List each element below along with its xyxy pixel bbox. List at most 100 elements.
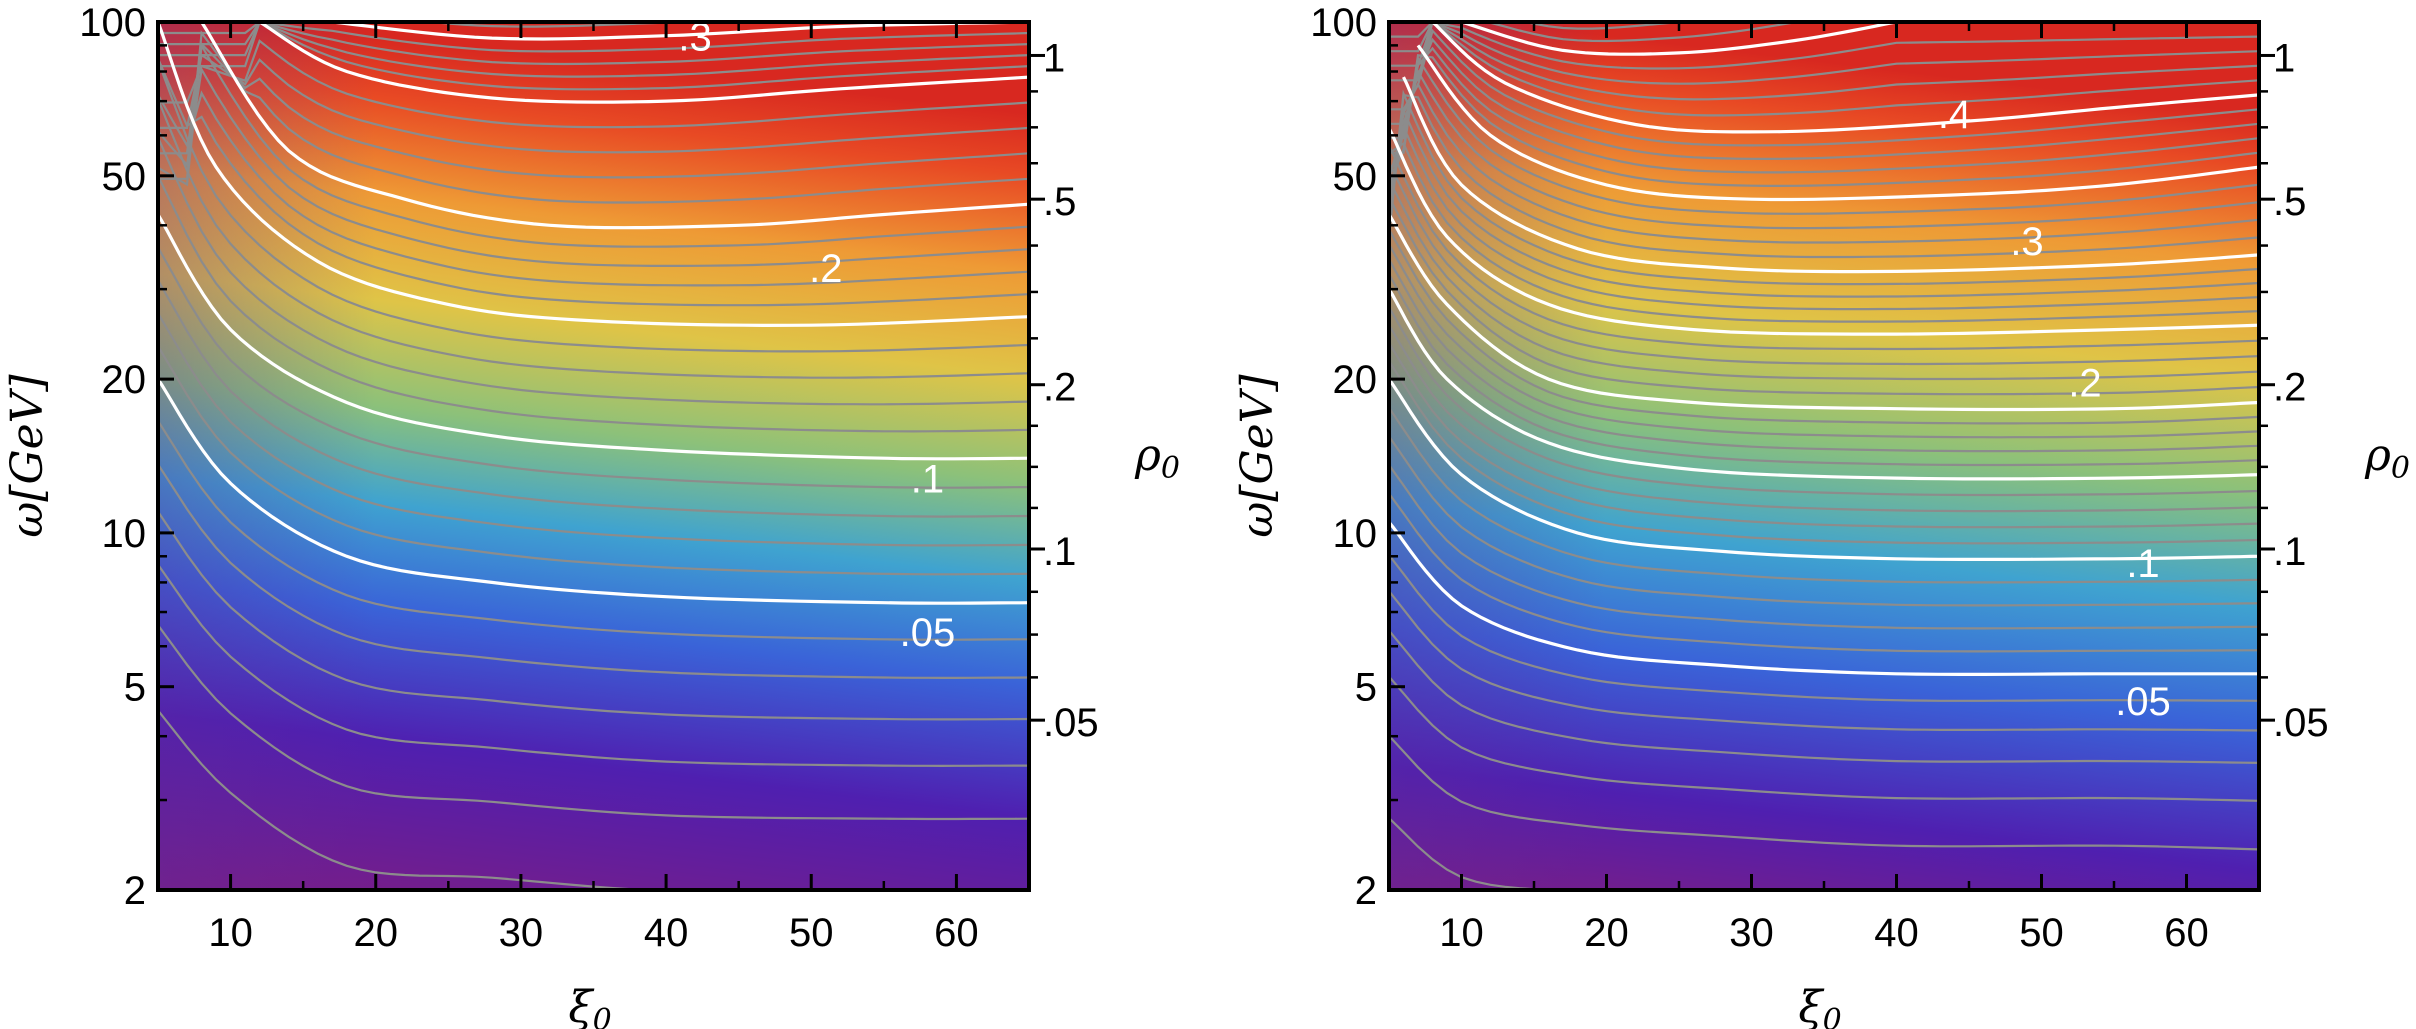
minor-contour: [1389, 342, 2259, 529]
y-tick-label: 10: [1333, 512, 1378, 556]
major-contour-0.45: [1461, 22, 1897, 56]
left-y-axis-title: ω[GeV]: [2, 374, 53, 538]
minor-contour: [158, 279, 1029, 518]
y-tick-label: 100: [79, 1, 146, 45]
contour-label: .2: [2068, 361, 2101, 405]
minor-contour: [1389, 675, 2259, 802]
y-tick-label: 100: [1310, 1, 1377, 45]
left-major-contours: [158, 22, 1029, 605]
right-y-axis-title: ω[GeV]: [1232, 374, 1283, 538]
minor-contour: [1389, 22, 2259, 70]
minor-contour: [158, 57, 1029, 307]
major-contour-0.3: [1402, 76, 2259, 274]
minor-contour: [158, 41, 1029, 179]
minor-contour: [158, 90, 1029, 287]
x-tick-label: 60: [934, 911, 979, 955]
minor-contour: [158, 137, 1029, 406]
minor-contour: [1389, 554, 2259, 702]
minor-contour: [258, 22, 263, 24]
y-tick-label: 2: [124, 869, 146, 913]
major-contour-0.4: [1431, 22, 2259, 134]
minor-contour: [1389, 93, 2259, 259]
minor-contour: [1389, 196, 2259, 396]
y-tick-label: 50: [102, 155, 147, 199]
minor-contour: [1389, 37, 2259, 161]
minor-contour: [258, 22, 262, 24]
rho-tick-label: .1: [1043, 530, 1076, 574]
minor-contour: [158, 345, 1029, 576]
minor-contour: [1389, 324, 2259, 513]
minor-contour: [1389, 590, 2259, 732]
left-minor-contours: [158, 22, 1029, 890]
minor-contour: [158, 60, 1029, 353]
major-contour-0.25: [258, 22, 1029, 104]
right-contour-labels: .4 .3 .2 .1 .05: [1938, 93, 2171, 724]
minor-contour: [158, 510, 1029, 721]
minor-contour: [1389, 306, 2259, 497]
x-tick-label: 50: [2019, 911, 2064, 955]
x-tick-label: 30: [1729, 911, 1774, 955]
left-y-ticks: 2 5 10 20 50 100: [79, 1, 174, 913]
minor-contour: [158, 624, 1029, 821]
minor-contour: [158, 420, 1029, 641]
minor-contour: [158, 246, 1029, 489]
minor-contour: [1389, 407, 2259, 584]
minor-contour: [1389, 629, 2259, 764]
major-contour-0.2: [200, 22, 1029, 230]
minor-contour: [1389, 243, 2259, 439]
right-right-axis-title: ρ0: [2364, 430, 2410, 486]
major-contour-0.1: [158, 213, 1029, 461]
rho-tick-label: .05: [2273, 701, 2329, 745]
contour-label: .05: [900, 611, 956, 655]
x-tick-label: 50: [789, 911, 834, 955]
rho-tick-label: .2: [2273, 366, 2306, 410]
major-contour-0.25: [1389, 127, 2259, 336]
minor-contour: [1389, 123, 2259, 311]
contour-label: .2: [809, 247, 842, 291]
minor-contour: [1389, 360, 2259, 545]
minor-contour: [1389, 22, 2259, 117]
minor-contour: [158, 22, 1029, 66]
minor-contour: [1389, 68, 2259, 230]
major-contour-0.1: [1389, 378, 2259, 561]
minor-contour: [1389, 258, 2259, 453]
minor-contour: [158, 30, 1029, 204]
y-tick-label: 20: [102, 358, 147, 402]
y-tick-label: 10: [102, 512, 147, 556]
minor-contour: [1431, 22, 1435, 24]
contour-label: .1: [911, 457, 944, 501]
right-plot-shade: [1389, 22, 2259, 890]
rho-tick-label: 1: [2273, 36, 2295, 80]
minor-contour: [158, 39, 1029, 129]
y-tick-label: 2: [1355, 869, 1377, 913]
minor-contour: [158, 22, 1029, 91]
contour-label: .1: [2126, 542, 2159, 586]
right-major-contours: [1389, 22, 2259, 676]
major-contour-0.35: [1416, 44, 2259, 202]
minor-contour: [1389, 141, 2259, 323]
y-tick-label: 5: [1355, 666, 1377, 710]
minor-contour: [1389, 28, 2259, 147]
x-tick-label: 40: [644, 911, 689, 955]
minor-contour: [1389, 22, 2259, 101]
rho-tick-label: .1: [2273, 530, 2306, 574]
minor-contour: [158, 175, 1029, 433]
minor-contour: [1389, 54, 2259, 187]
x-tick-label: 20: [354, 911, 399, 955]
right-panel: .4 .3 .2 .1 .05 10 20 30 40 50 60 2 5 10 20 50 100 1 .5…: [1232, 1, 2410, 1029]
right-x-axis-title: ξ0: [1798, 982, 1841, 1029]
minor-contour: [1389, 89, 2259, 286]
minor-contour: [258, 22, 262, 24]
contour-label: .4: [1938, 93, 1971, 137]
minor-contour: [158, 66, 1029, 267]
minor-contour: [1389, 492, 2259, 653]
minor-contour: [158, 463, 1029, 679]
minor-contour: [158, 22, 1029, 78]
minor-contour: [1389, 273, 2259, 467]
rho-tick-label: .05: [1043, 701, 1099, 745]
minor-contour: [158, 42, 1029, 248]
minor-contour: [1389, 22, 2259, 85]
major-contour-0.15: [158, 22, 1029, 328]
rho-tick-label: .5: [1043, 180, 1076, 224]
